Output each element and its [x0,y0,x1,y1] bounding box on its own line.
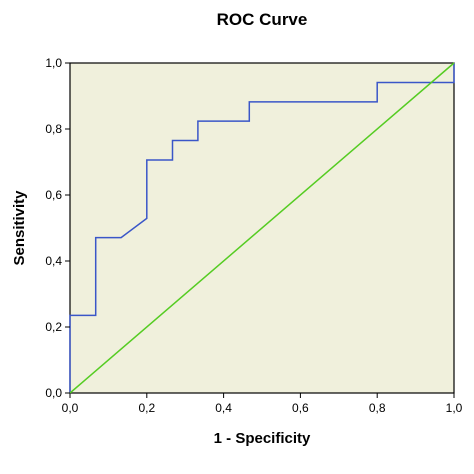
series-layer [69,62,455,394]
y-tick-label: 0,2 [45,320,62,334]
roc-curve-line [69,63,455,393]
x-axis-label: 1 - Specificity [214,430,311,447]
y-tick-label: 0,6 [45,188,62,202]
y-tick-label: 0,8 [45,122,62,136]
x-tick-label: 0,6 [292,401,309,415]
reference-diagonal-line [69,62,455,394]
x-tick-label: 0,4 [215,401,232,415]
y-tick-label: 0,0 [45,386,62,400]
y-tick-label: 0,4 [45,254,62,268]
chart-title: ROC Curve [217,10,308,29]
x-tick-label: 0,2 [138,401,155,415]
x-tick-label: 0,8 [369,401,386,415]
y-tick-label: 1,0 [45,56,62,70]
x-tick-label: 1,0 [446,401,463,415]
axes: 0,0 0,2 0,4 0,6 0,8 1,0 0,0 0,2 0,4 0,6 0,8 1,0 [45,56,462,415]
x-tick-label: 0,0 [62,401,79,415]
y-axis-label: Sensitivity [11,190,28,266]
